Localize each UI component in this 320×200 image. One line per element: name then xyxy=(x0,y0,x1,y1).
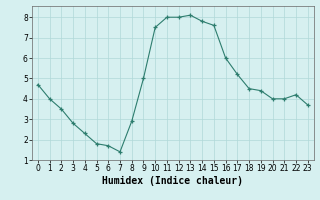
X-axis label: Humidex (Indice chaleur): Humidex (Indice chaleur) xyxy=(102,176,243,186)
